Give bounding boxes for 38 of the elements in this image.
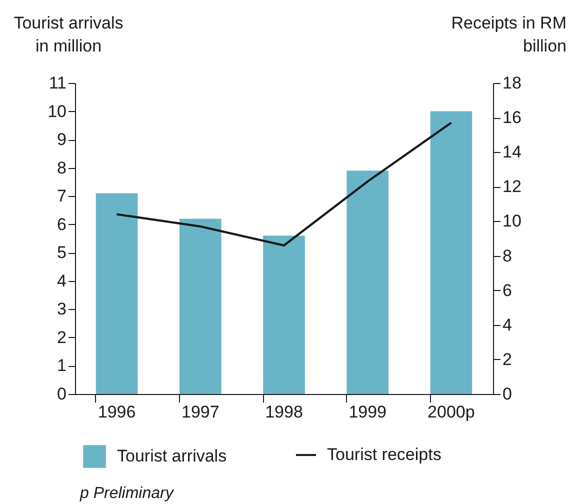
- y-tick-label: 10: [48, 102, 66, 121]
- legend-label: Tourist receipts: [327, 445, 442, 464]
- text: p Preliminary: [79, 485, 174, 502]
- y-axis-title: Tourist arrivals in million: [14, 14, 124, 56]
- y2-tick-label: 4: [502, 315, 512, 334]
- y2-axis-title: Receipts in RM billion: [451, 14, 566, 56]
- y2-tick-label: 12: [502, 177, 522, 196]
- y2-tick-label: 8: [502, 246, 512, 266]
- y-tick-label: 2: [57, 328, 66, 347]
- y2-tick-label: 6: [502, 280, 512, 300]
- x-tick-label: 1997: [181, 402, 220, 422]
- y2-tick-label: 0: [502, 384, 512, 404]
- y-tick-label: 1: [57, 356, 66, 376]
- bar: [180, 218, 222, 394]
- y-tick-label: 3: [57, 300, 66, 319]
- y2-tick-label: 16: [502, 108, 522, 128]
- bar: [430, 111, 472, 394]
- y-tick-label: 11: [48, 74, 66, 92]
- legend-label: Tourist arrivals: [117, 446, 227, 466]
- bar: [263, 236, 305, 394]
- y-tick-label: 0: [57, 384, 66, 404]
- y-tick-label: 8: [57, 158, 66, 178]
- y-tick-label: 6: [57, 214, 66, 234]
- y2-tick-label: 14: [502, 142, 522, 162]
- y2-tick-label: 10: [502, 212, 522, 231]
- y-tick-label: 9: [57, 130, 66, 150]
- y-tick-label: 4: [57, 271, 66, 290]
- y2-tick-label: 18: [502, 74, 522, 92]
- x-tick-label: 2000p: [428, 402, 475, 422]
- y-tick-label: 7: [57, 186, 66, 206]
- x-tick-label: 1996: [98, 402, 136, 422]
- x-tick-label: 1999: [348, 402, 387, 422]
- bar: [346, 170, 388, 394]
- y2-tick-label: 2: [502, 350, 512, 369]
- y-tick-label: 5: [57, 243, 66, 262]
- bar: [96, 193, 138, 394]
- x-tick-label: 1998: [265, 402, 303, 422]
- line-series: [116, 122, 452, 247]
